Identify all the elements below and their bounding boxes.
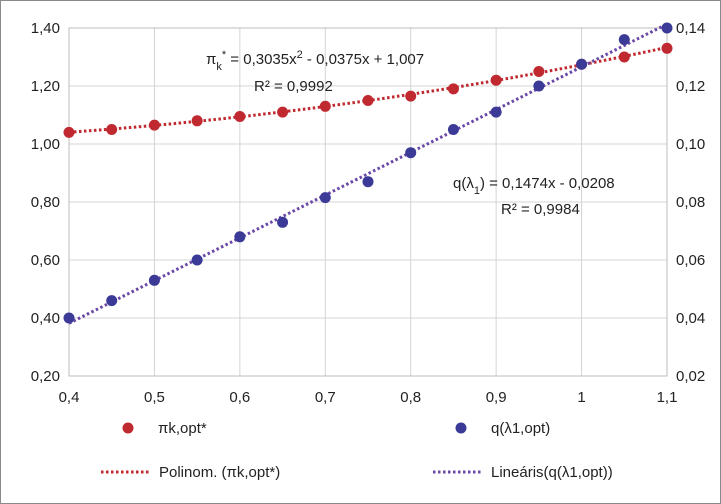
trendline-equation-label: πk* = 0,3035x2 - 0,0375x + 1,007 (206, 49, 424, 73)
equation-segment: q(λ (453, 175, 474, 192)
legend: πk,opt* q(λ1,opt) Polinom. (πk,opt*) Lineár… (101, 420, 613, 481)
data-point-series-1 (234, 110, 246, 122)
data-point-series-2 (234, 231, 246, 243)
trendline-linear (68, 22, 668, 325)
legend-label: q(λ1,opt) (491, 420, 550, 437)
legend-label: Lineáris(q(λ1,opt)) (491, 464, 613, 481)
data-point-series-2 (191, 254, 203, 266)
y-left-tick-label: 0,20 (31, 368, 60, 385)
data-point-series-2 (447, 124, 459, 135)
legend-marker (455, 422, 467, 434)
data-point-series-2 (148, 274, 160, 286)
grid (68, 27, 668, 377)
data-point-series-1 (191, 115, 203, 127)
data-point-series-2 (576, 58, 588, 70)
equation-segment: - 0,0375x + 1,007 (303, 51, 424, 68)
data-point-series-1 (533, 66, 545, 77)
annotations: πk* = 0,3035x2 - 0,0375x + 1,007 R² = 0,9… (206, 49, 615, 218)
data-point-series-2 (277, 216, 289, 228)
equation-segment: ) = 0,1474x - 0,0208 (480, 175, 615, 192)
y-right-tick-label: 0,06 (676, 252, 705, 269)
data-point-series-2 (362, 176, 374, 188)
equation-segment: π (206, 51, 216, 68)
y-left-tick-label: 0,80 (31, 194, 60, 211)
data-points (63, 22, 673, 324)
equation-segment: 1 (474, 185, 480, 197)
data-point-series-1 (277, 106, 289, 118)
y-left-tick-label: 1,20 (31, 78, 60, 95)
x-tick-label: 1,1 (657, 389, 678, 406)
x-tick-label: 0,4 (59, 389, 80, 406)
x-tick-label: 0,8 (400, 389, 421, 406)
y-right-tick-label: 0,04 (676, 310, 705, 327)
equation-segment: 2 (297, 49, 303, 61)
data-point-series-1 (405, 90, 417, 102)
trendline-equation-label: R² = 0,9984 (501, 201, 580, 218)
legend-label: πk,opt* (158, 420, 207, 437)
x-tick-label: 0,6 (229, 389, 250, 406)
data-point-series-1 (447, 83, 459, 95)
legend-marker (122, 422, 134, 434)
y-right-tick-label: 0,14 (676, 20, 705, 37)
y-left-tick-label: 1,40 (31, 20, 60, 37)
equation-segment: = 0,3035x (226, 51, 297, 68)
y-right-tick-label: 0,10 (676, 136, 705, 153)
axes: 0,4 0,5 0,6 0,7 0,8 0,9 1 1,1 0,20 0,40 0,60 0,80 1,… (31, 20, 705, 406)
trendline-equation-label: q(λ1) = 0,1474x - 0,0208 (453, 175, 615, 197)
x-tick-label: 0,5 (144, 389, 165, 406)
data-point-series-2 (618, 34, 630, 46)
data-point-series-1 (618, 51, 630, 63)
data-point-series-2 (63, 312, 75, 324)
data-point-series-1 (661, 42, 673, 54)
data-point-series-2 (490, 106, 502, 118)
data-point-series-2 (661, 22, 673, 34)
equation-segment: R² = 0,9992 (254, 78, 333, 95)
x-tick-label: 0,7 (315, 389, 336, 406)
y-right-tick-label: 0,12 (676, 78, 705, 95)
y-left-tick-label: 0,60 (31, 252, 60, 269)
trendline-equation-label: R² = 0,9992 (254, 78, 333, 95)
equation-segment: R² = 0,9984 (501, 201, 580, 218)
data-point-series-1 (148, 119, 160, 131)
y-left-tick-label: 0,40 (31, 310, 60, 327)
x-tick-label: 1 (577, 389, 585, 406)
data-point-series-2 (405, 147, 417, 159)
data-point-series-1 (319, 100, 331, 112)
y-left-tick-label: 1,00 (31, 136, 60, 153)
data-point-series-2 (319, 192, 331, 204)
y-right-tick-label: 0,02 (676, 368, 705, 385)
data-point-series-1 (106, 124, 118, 135)
plot-area-border (68, 27, 668, 377)
data-point-series-1 (63, 126, 75, 138)
legend-label: Polinom. (πk,opt*) (159, 464, 280, 481)
data-point-series-1 (490, 74, 502, 86)
x-tick-label: 0,9 (486, 389, 507, 406)
equation-segment: k (216, 61, 222, 73)
data-point-series-1 (362, 95, 374, 106)
data-point-series-2 (106, 295, 118, 307)
data-point-series-2 (533, 80, 545, 92)
y-right-tick-label: 0,08 (676, 194, 705, 211)
equation-segment: * (222, 49, 227, 61)
